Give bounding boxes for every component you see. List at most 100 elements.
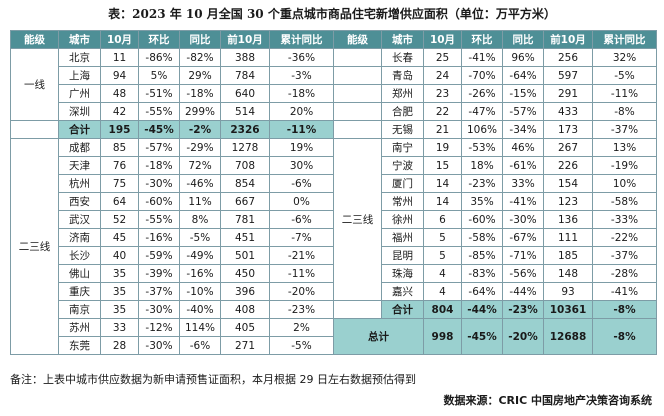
value-cell: -40% — [179, 300, 221, 319]
sum-value: -23% — [502, 300, 544, 319]
value-cell: -5% — [269, 336, 334, 355]
value-cell: 11% — [179, 192, 221, 211]
city-cell: 昆明 — [381, 246, 424, 265]
value-cell: -6% — [269, 210, 334, 229]
table-row: 深圳 42 -55% 299% 514 20% 合肥 22 -47% -57% 433 -8% — [11, 102, 657, 121]
value-cell: -41% — [502, 192, 544, 211]
header-ytd-yoy: 累计同比 — [592, 30, 657, 49]
table-row: 济南 45 -16% -5% 451 -7% 福州 5 -58% -67% 111 -22% — [11, 228, 657, 247]
blank-cell — [333, 84, 382, 103]
supply-table: 能级 城市 10月 环比 同比 前10月 累计同比 能级 城市 10月 环比 同… — [10, 30, 657, 355]
header-october: 10月 — [423, 30, 462, 49]
sum-value: -2% — [179, 120, 221, 139]
header-tier: 能级 — [333, 30, 382, 49]
value-cell: 35 — [100, 300, 139, 319]
value-cell: -55% — [138, 102, 180, 121]
value-cell: 4 — [423, 264, 462, 283]
value-cell: -60% — [461, 210, 503, 229]
sum-value: -44% — [461, 300, 503, 319]
city-cell: 无锡 — [381, 120, 424, 139]
value-cell: 405 — [220, 318, 270, 337]
value-cell: 21 — [423, 120, 462, 139]
value-cell: 388 — [220, 48, 270, 67]
value-cell: -67% — [502, 228, 544, 247]
value-cell: -53% — [461, 138, 503, 157]
city-cell: 深圳 — [58, 102, 101, 121]
table-row: 长沙 40 -59% -49% 501 -21% 昆明 5 -85% -71% 185 -37% — [11, 246, 657, 265]
value-cell: -47% — [461, 102, 503, 121]
grand-total-value: 12688 — [543, 318, 593, 355]
value-cell: 5 — [423, 228, 462, 247]
blank-cell — [333, 48, 382, 67]
value-cell: -64% — [502, 66, 544, 85]
value-cell: -6% — [179, 336, 221, 355]
value-cell: -83% — [461, 264, 503, 283]
value-cell: -51% — [138, 84, 180, 103]
value-cell: -30% — [502, 210, 544, 229]
table-row: 西安 64 -60% 11% 667 0% 常州 14 35% -41% 123 -58% — [11, 192, 657, 211]
grand-total-label: 总计 — [333, 318, 424, 355]
value-cell: -64% — [461, 282, 503, 301]
city-cell: 成都 — [58, 138, 101, 157]
value-cell: -22% — [592, 228, 657, 247]
table-row: 天津 76 -18% 72% 708 30% 宁波 15 18% -61% 226 -19% — [11, 156, 657, 175]
value-cell: 35% — [461, 192, 503, 211]
header-october: 10月 — [100, 30, 139, 49]
value-cell: -57% — [138, 138, 180, 157]
value-cell: -36% — [269, 48, 334, 67]
grand-total-value: 998 — [423, 318, 462, 355]
value-cell: -8% — [592, 102, 657, 121]
city-cell: 合肥 — [381, 102, 424, 121]
value-cell: -23% — [461, 174, 503, 193]
table-row: 合计 195 -45% -2% 2326 -11% 无锡 21 106% -34% 173 -37% — [10, 120, 657, 139]
value-cell: 2% — [269, 318, 334, 337]
sum-value: -45% — [138, 120, 180, 139]
value-cell: 13% — [592, 138, 657, 157]
value-cell: 35 — [100, 264, 139, 283]
city-cell: 上海 — [58, 66, 101, 85]
value-cell: 10% — [592, 174, 657, 193]
value-cell: 784 — [220, 66, 270, 85]
value-cell: -16% — [179, 264, 221, 283]
city-cell: 长沙 — [58, 246, 101, 265]
city-cell: 北京 — [58, 48, 101, 67]
value-cell: 42 — [100, 102, 139, 121]
city-cell: 杭州 — [58, 174, 101, 193]
sum-value: 2326 — [220, 120, 270, 139]
value-cell: -18% — [138, 156, 180, 175]
sum-value: 195 — [100, 120, 139, 139]
blank-cell — [333, 120, 382, 139]
header-mom: 环比 — [461, 30, 503, 49]
value-cell: 299% — [179, 102, 221, 121]
grand-total-value: -8% — [592, 318, 657, 355]
value-cell: -15% — [502, 84, 544, 103]
value-cell: 1278 — [220, 138, 270, 157]
value-cell: -30% — [138, 336, 180, 355]
table-row: 杭州 75 -30% -46% 854 -6% 厦门 14 -23% 33% 154 10% — [11, 174, 657, 193]
value-cell: -30% — [138, 174, 180, 193]
table-row: 东莞 28 -30% -6% 271 -5% — [11, 336, 657, 355]
value-cell: 271 — [220, 336, 270, 355]
value-cell: 667 — [220, 192, 270, 211]
value-cell: 94 — [100, 66, 139, 85]
city-cell: 西安 — [58, 192, 101, 211]
city-cell: 青岛 — [381, 66, 424, 85]
table-row: 二三线 成都 85 -57% -29% 1278 19% 二三线 南宁 19 -53% 46% 267 1… — [10, 138, 657, 355]
value-cell: 501 — [220, 246, 270, 265]
value-cell: -34% — [502, 120, 544, 139]
value-cell: 114% — [179, 318, 221, 337]
value-cell: 256 — [543, 48, 593, 67]
value-cell: 19% — [269, 138, 334, 157]
blank-cell — [333, 300, 382, 319]
table-row: 一线 北京 11 -86% -82% 388 -36% 长春 25 -41% 96% 256 32% — [10, 48, 657, 121]
value-cell: -58% — [592, 192, 657, 211]
value-cell: 46% — [502, 138, 544, 157]
value-cell: -29% — [179, 138, 221, 157]
value-cell: 28 — [100, 336, 139, 355]
value-cell: 291 — [543, 84, 593, 103]
value-cell: -30% — [138, 300, 180, 319]
table-row: 重庆 35 -37% -10% 396 -20% 嘉兴 4 -64% -44% 93 -41% — [11, 282, 657, 301]
value-cell: -28% — [592, 264, 657, 283]
value-cell: 20% — [269, 102, 334, 121]
value-cell: 30% — [269, 156, 334, 175]
